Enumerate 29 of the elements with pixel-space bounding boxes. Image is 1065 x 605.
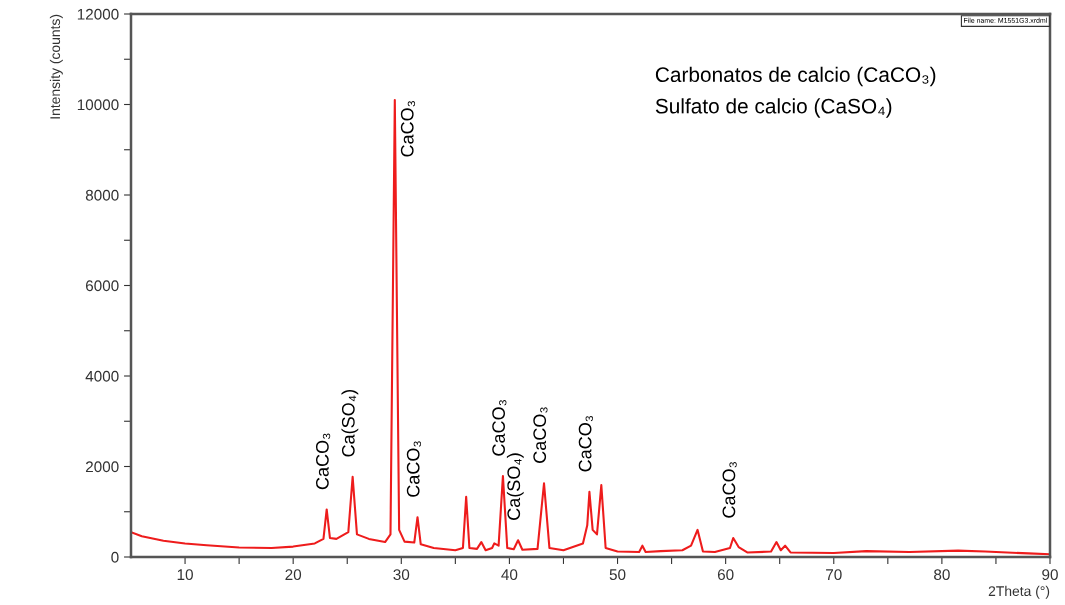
x-tick-label: 90 <box>1042 569 1058 581</box>
y-tick-label: 8000 <box>85 189 119 201</box>
annotation: CaCO₃ <box>578 415 593 472</box>
x-tick-label: 20 <box>285 569 302 581</box>
annotation: CaCO₃ <box>315 433 331 490</box>
annotation: CaCO₃ <box>400 101 416 157</box>
annotation: Sulfato de calcio (CaSO₄) <box>655 98 892 118</box>
annotation: CaCO₃ <box>406 441 422 497</box>
y-tick-label: 4000 <box>85 370 119 382</box>
y-tick-label: 0 <box>111 551 119 563</box>
x-tick-label: 30 <box>393 569 410 581</box>
x-tick-label: 60 <box>717 569 734 581</box>
annotation: CaCO₃ <box>722 462 737 518</box>
y-tick-label: 10000 <box>77 99 119 111</box>
x-tick-label: 70 <box>826 569 842 581</box>
x-tick-label: 40 <box>501 569 518 581</box>
y-axis-title: Intensity (counts) <box>49 14 63 119</box>
annotation: CaCO₃ <box>533 407 548 463</box>
x-tick-label: 50 <box>609 569 626 581</box>
x-axis-title: 2Theta (°) <box>988 585 1050 599</box>
y-tick-label: 6000 <box>85 280 119 292</box>
x-tick-label: 80 <box>934 569 950 581</box>
y-tick-label: 12000 <box>77 8 119 20</box>
annotation: CaCO₃ <box>492 400 507 456</box>
annotation: Ca(SO₄) <box>506 453 524 520</box>
annotation: Ca(SO₄) <box>341 390 359 457</box>
y-tick-label: 2000 <box>85 461 119 473</box>
x-tick-label: 10 <box>177 569 193 581</box>
annotation: Carbonatos de calcio (CaCO₃) <box>655 66 936 87</box>
